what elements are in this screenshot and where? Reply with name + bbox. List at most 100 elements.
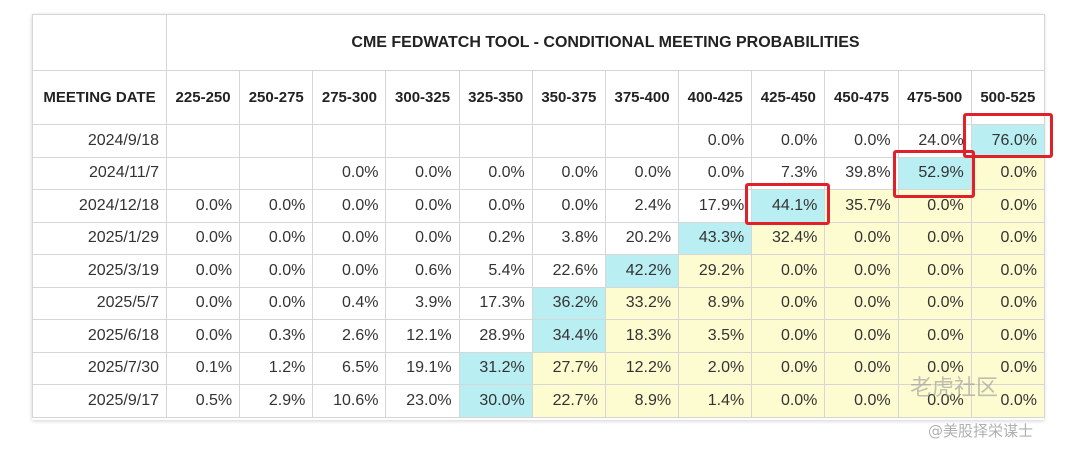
probability-cell: 0.0%: [165, 221, 241, 255]
corner-cell: [32, 14, 167, 71]
meeting-date-cell: 2024/11/7: [32, 156, 167, 190]
probability-cell: 0.0%: [970, 351, 1045, 385]
probability-cell: [312, 124, 387, 158]
probability-cell: 0.0%: [970, 189, 1045, 223]
probability-cell: 0.0%: [385, 156, 460, 190]
probability-cell: 0.0%: [897, 319, 972, 353]
probability-cell: 22.6%: [531, 254, 606, 288]
table-row: 2024/11/7 0.0% 0.0% 0.0% 0.0% 0.0% 0.0% 7.3% 39.…: [32, 156, 1045, 190]
watermark-author: @美股择栄谋士: [928, 422, 1034, 440]
probability-cell: 0.0%: [751, 319, 826, 353]
probability-cell: 0.0%: [239, 221, 314, 255]
probability-cell: 6.5%: [312, 351, 387, 385]
probability-cell: 1.4%: [678, 384, 753, 418]
probability-cell: 33.2%: [604, 286, 680, 320]
probability-cell: 0.0%: [970, 319, 1045, 353]
probability-cell: 0.0%: [897, 254, 972, 288]
probability-cell: 0.0%: [165, 254, 241, 288]
probability-cell: 8.9%: [678, 286, 753, 320]
probability-cell: 0.0%: [897, 189, 972, 223]
probability-cell: 0.0%: [751, 351, 826, 385]
probability-cell: 17.3%: [458, 286, 533, 320]
probability-cell: 0.0%: [239, 254, 314, 288]
meeting-date-cell: 2024/12/18: [32, 189, 167, 223]
rate-range-header: 500-525: [970, 70, 1045, 125]
table-row: 2025/3/19 0.0% 0.0% 0.0% 0.6% 5.4% 22.6% 42.2% 2…: [32, 254, 1045, 288]
meeting-date-cell: 2024/9/18: [32, 124, 167, 158]
probability-cell: 30.0%: [458, 384, 533, 418]
probability-cell: [239, 124, 314, 158]
table-title: CME FEDWATCH TOOL - CONDITIONAL MEETING …: [166, 14, 1045, 71]
probability-cell: 0.0%: [751, 124, 826, 158]
probability-cell: 0.0%: [165, 286, 241, 320]
probability-cell: 20.2%: [604, 221, 680, 255]
probability-cell: 0.0%: [604, 156, 680, 190]
probability-cell: 0.0%: [897, 384, 972, 418]
probability-cell: 8.9%: [604, 384, 680, 418]
probability-cell: 36.2%: [531, 286, 606, 320]
probability-table-frame: CME FEDWATCH TOOL - CONDITIONAL MEETING …: [32, 14, 1045, 420]
probability-cell: [239, 156, 314, 190]
probability-cell: 0.0%: [531, 189, 606, 223]
table-row: 2025/6/18 0.0% 0.3% 2.6% 12.1% 28.9% 34.4% 18.3…: [32, 319, 1045, 353]
probability-cell: 0.0%: [458, 156, 533, 190]
probability-cell: 27.7%: [531, 351, 606, 385]
probability-cell: 0.0%: [531, 156, 606, 190]
probability-cell: 24.0%: [897, 124, 972, 158]
probability-cell: 0.0%: [897, 221, 972, 255]
probability-cell: 0.0%: [458, 189, 533, 223]
probability-cell: 28.9%: [458, 319, 533, 353]
probability-cell: 0.0%: [824, 286, 899, 320]
probability-cell: 0.0%: [312, 221, 387, 255]
probability-cell: 0.0%: [239, 286, 314, 320]
probability-cell: 0.0%: [165, 189, 241, 223]
probability-cell: 0.0%: [824, 124, 899, 158]
probability-cell: 0.0%: [751, 286, 826, 320]
probability-cell: 34.4%: [531, 319, 606, 353]
probability-cell: 0.0%: [239, 189, 314, 223]
table-row: 2025/1/29 0.0% 0.0% 0.0% 0.0% 0.2% 3.8% 20.2% 43…: [32, 221, 1045, 255]
probability-cell: [385, 124, 460, 158]
probability-cell: 0.0%: [970, 286, 1045, 320]
probability-cell: 32.4%: [751, 221, 826, 255]
probability-cell: 2.0%: [678, 351, 753, 385]
probability-cell: 10.6%: [312, 384, 387, 418]
probability-cell: 0.0%: [970, 156, 1045, 190]
probability-cell: 7.3%: [751, 156, 826, 190]
probability-cell: 0.2%: [458, 221, 533, 255]
probability-table: CME FEDWATCH TOOL - CONDITIONAL MEETING …: [32, 14, 1045, 418]
meeting-date-cell: 2025/6/18: [32, 319, 167, 353]
rate-range-header: 425-450: [751, 70, 826, 125]
probability-cell: 0.0%: [897, 351, 972, 385]
meeting-date-cell: 2025/5/7: [32, 286, 167, 320]
table-row: 2025/5/7 0.0% 0.0% 0.4% 3.9% 17.3% 36.2% 33.2% 8…: [32, 286, 1045, 320]
probability-cell: 18.3%: [604, 319, 680, 353]
rate-range-header: 475-500: [897, 70, 972, 125]
probability-cell: 31.2%: [458, 351, 533, 385]
probability-cell: 22.7%: [531, 384, 606, 418]
probability-cell: 0.0%: [824, 221, 899, 255]
table-row: 2025/9/17 0.5% 2.9% 10.6% 23.0% 30.0% 22.7% 8.9…: [32, 384, 1045, 418]
probability-cell: 12.1%: [385, 319, 460, 353]
probability-cell: 0.1%: [165, 351, 241, 385]
probability-cell: [604, 124, 680, 158]
probability-cell: 0.0%: [970, 384, 1045, 418]
probability-cell: 42.2%: [604, 254, 680, 288]
probability-cell: 0.0%: [824, 254, 899, 288]
rate-range-header: 375-400: [604, 70, 680, 125]
probability-cell: 0.0%: [312, 189, 387, 223]
probability-cell: [165, 156, 241, 190]
column-header-row: MEETING DATE 225-250 250-275 275-300 300-32…: [32, 70, 1045, 125]
rate-range-header: 350-375: [531, 70, 606, 125]
probability-cell: 0.0%: [824, 384, 899, 418]
probability-cell: 0.5%: [165, 384, 241, 418]
probability-cell: 3.8%: [531, 221, 606, 255]
rate-range-header: 275-300: [312, 70, 387, 125]
probability-cell: 29.2%: [678, 254, 753, 288]
table-row: 2024/9/18 0.0% 0.0% 0.0% 24.0% 76.0%: [32, 124, 1045, 158]
probability-cell: 52.9%: [897, 156, 972, 190]
probability-cell: 0.0%: [165, 319, 241, 353]
probability-cell: 0.6%: [385, 254, 460, 288]
probability-cell: 43.3%: [678, 221, 753, 255]
rate-range-header: 300-325: [385, 70, 460, 125]
